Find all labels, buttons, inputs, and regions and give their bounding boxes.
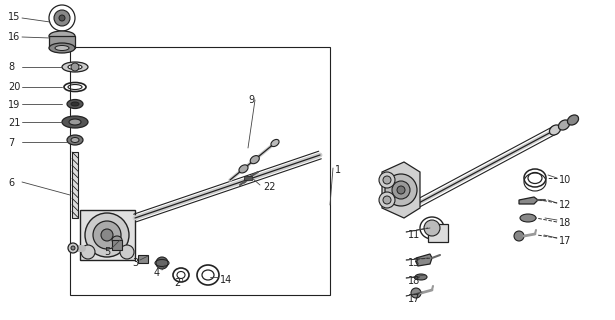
Text: 4: 4 [154, 268, 160, 278]
Ellipse shape [528, 172, 542, 183]
Ellipse shape [49, 43, 75, 53]
Circle shape [156, 257, 168, 269]
Circle shape [101, 229, 113, 241]
Circle shape [120, 245, 134, 259]
Ellipse shape [67, 100, 83, 108]
Text: 7: 7 [8, 138, 14, 148]
Text: 13: 13 [408, 258, 420, 268]
Circle shape [68, 243, 78, 253]
Circle shape [411, 288, 421, 298]
Text: 17: 17 [559, 236, 571, 246]
Ellipse shape [62, 116, 88, 128]
Ellipse shape [558, 120, 569, 130]
Circle shape [424, 220, 440, 236]
Ellipse shape [415, 274, 427, 280]
Circle shape [54, 10, 70, 26]
Ellipse shape [250, 156, 260, 164]
Bar [72, 152, 78, 218]
Ellipse shape [520, 214, 536, 222]
Circle shape [383, 196, 391, 204]
Ellipse shape [568, 115, 579, 125]
Circle shape [71, 246, 75, 250]
Text: 5: 5 [104, 247, 110, 257]
Circle shape [385, 174, 417, 206]
Text: 3: 3 [132, 258, 138, 268]
Bar [428, 224, 448, 242]
Bar [80, 210, 135, 260]
Circle shape [59, 15, 65, 21]
Text: 8: 8 [8, 62, 14, 72]
Bar [244, 176, 252, 180]
Ellipse shape [202, 270, 214, 280]
Text: 1: 1 [335, 165, 341, 175]
Circle shape [71, 63, 79, 71]
Text: 10: 10 [559, 175, 571, 185]
Circle shape [392, 181, 410, 199]
Bar [70, 47, 330, 295]
Text: 18: 18 [408, 276, 420, 286]
Text: 15: 15 [8, 12, 20, 22]
Text: 11: 11 [408, 230, 420, 240]
Polygon shape [519, 197, 538, 204]
Bar [49, 36, 75, 48]
Ellipse shape [68, 65, 82, 69]
Text: 12: 12 [559, 200, 571, 210]
Ellipse shape [271, 140, 279, 147]
Circle shape [93, 221, 121, 249]
Ellipse shape [71, 102, 79, 106]
Ellipse shape [67, 135, 83, 145]
Polygon shape [382, 162, 420, 218]
Circle shape [81, 245, 95, 259]
Ellipse shape [69, 119, 81, 125]
Text: 9: 9 [248, 95, 254, 105]
Ellipse shape [62, 62, 88, 72]
Text: 16: 16 [8, 32, 20, 42]
Ellipse shape [549, 125, 560, 135]
Circle shape [514, 231, 524, 241]
Text: 18: 18 [559, 218, 571, 228]
Text: 21: 21 [8, 118, 20, 128]
Text: 14: 14 [220, 275, 232, 285]
Circle shape [379, 192, 395, 208]
Circle shape [383, 176, 391, 184]
Text: 19: 19 [8, 100, 20, 110]
Circle shape [397, 186, 405, 194]
Ellipse shape [112, 236, 122, 244]
Ellipse shape [239, 165, 248, 173]
Polygon shape [416, 254, 432, 266]
Circle shape [85, 213, 129, 257]
Text: 22: 22 [263, 182, 276, 192]
Text: 20: 20 [8, 82, 20, 92]
Ellipse shape [55, 45, 69, 51]
Ellipse shape [49, 31, 75, 41]
Text: 17: 17 [408, 294, 421, 304]
Text: 6: 6 [8, 178, 14, 188]
Circle shape [379, 172, 395, 188]
Bar [112, 240, 122, 250]
Ellipse shape [71, 138, 79, 142]
Text: 2: 2 [174, 278, 180, 288]
Bar [138, 255, 148, 263]
